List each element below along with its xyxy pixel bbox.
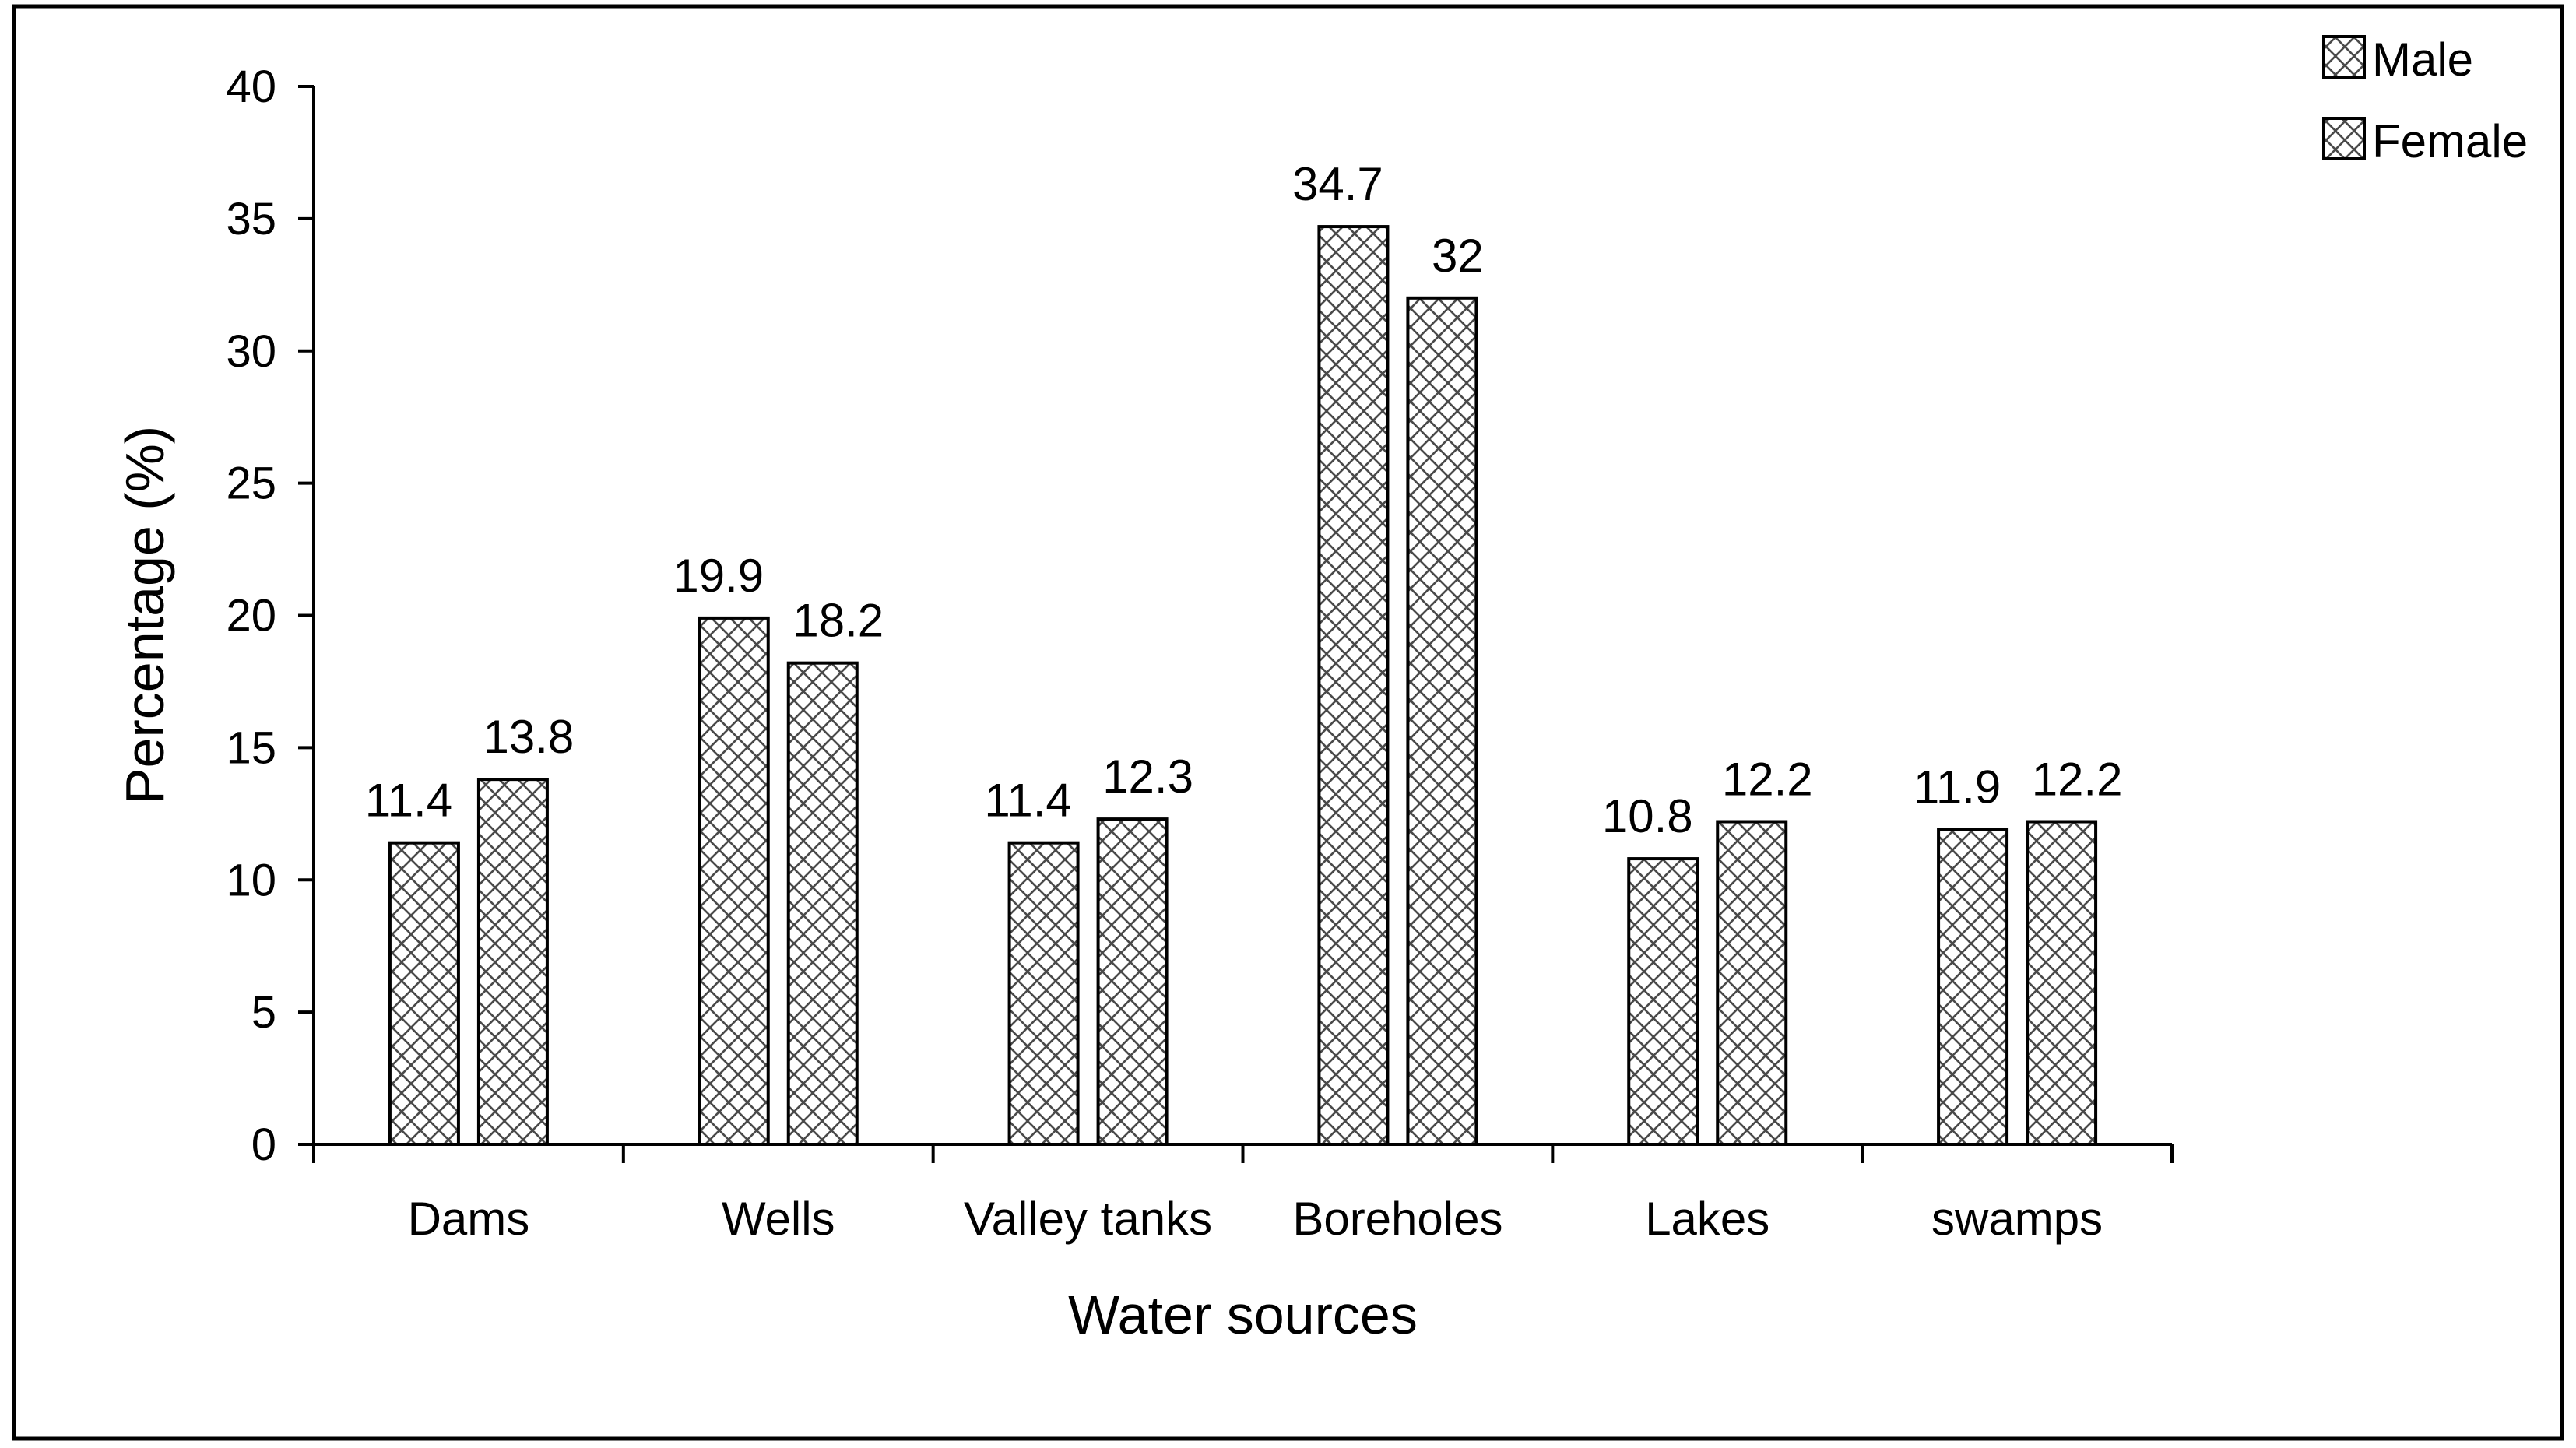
bar-female: [786, 661, 859, 1146]
bar-male: [388, 841, 460, 1147]
data-label-female: 12.3: [1102, 750, 1193, 803]
x-tick-label: Wells: [722, 1193, 835, 1245]
x-tick-label: Lakes: [1645, 1193, 1769, 1245]
y-tick-label: 20: [226, 591, 276, 641]
bar-female: [1406, 296, 1478, 1146]
plot-area: 0 5 10 15 20 25 30 35 40 11.4 13.8 Dams 19.9 18.2 Well…: [114, 62, 2174, 1345]
bar-female: [1096, 817, 1169, 1147]
x-tick-label: Dams: [408, 1193, 530, 1245]
data-label-male: 10.8: [1602, 790, 1693, 842]
y-tick-label: 35: [226, 194, 276, 244]
x-tick-label: Boreholes: [1292, 1193, 1502, 1245]
bar-male: [1627, 857, 1699, 1146]
x-tick-label: Valley tanks: [964, 1193, 1212, 1245]
x-tick-label: swamps: [1931, 1193, 2103, 1245]
data-label-male: 11.4: [365, 775, 452, 827]
bar-female: [1716, 820, 1788, 1146]
bar-male: [1937, 828, 2009, 1146]
legend-label-male: Male: [2372, 33, 2473, 86]
data-label-female: 13.8: [483, 711, 575, 763]
data-label-female: 32: [1432, 230, 1484, 282]
data-label-female: 12.2: [2032, 754, 2123, 806]
y-tick-label: 10: [226, 855, 276, 905]
bar-female: [2026, 820, 2098, 1146]
data-label-male: 19.9: [673, 550, 764, 602]
y-tick-label: 40: [226, 62, 276, 112]
chart-frame: [12, 4, 2564, 1441]
data-label-male: 11.4: [984, 775, 1071, 827]
bar-female: [476, 778, 549, 1147]
bar-male: [1317, 225, 1390, 1146]
bar-male: [698, 616, 770, 1146]
y-tick-label: 5: [251, 987, 276, 1038]
data-label-female: 12.2: [1722, 754, 1813, 806]
legend: Male Female: [2322, 33, 2528, 167]
legend-swatch-female: [2322, 117, 2366, 160]
data-label-male: 11.9: [1914, 761, 2001, 814]
x-axis-title: Water sources: [1068, 1285, 1418, 1345]
y-tick-label: 30: [226, 326, 276, 377]
bar-male: [1007, 841, 1080, 1147]
data-label-male: 34.7: [1292, 158, 1383, 210]
legend-swatch-male: [2322, 35, 2366, 79]
y-tick-label: 15: [226, 722, 276, 773]
y-tick-label: 0: [251, 1119, 276, 1170]
legend-label-female: Female: [2372, 115, 2528, 167]
data-label-female: 18.2: [792, 595, 884, 647]
y-axis-title: Percentage (%): [114, 426, 175, 804]
y-tick-label: 25: [226, 459, 276, 509]
